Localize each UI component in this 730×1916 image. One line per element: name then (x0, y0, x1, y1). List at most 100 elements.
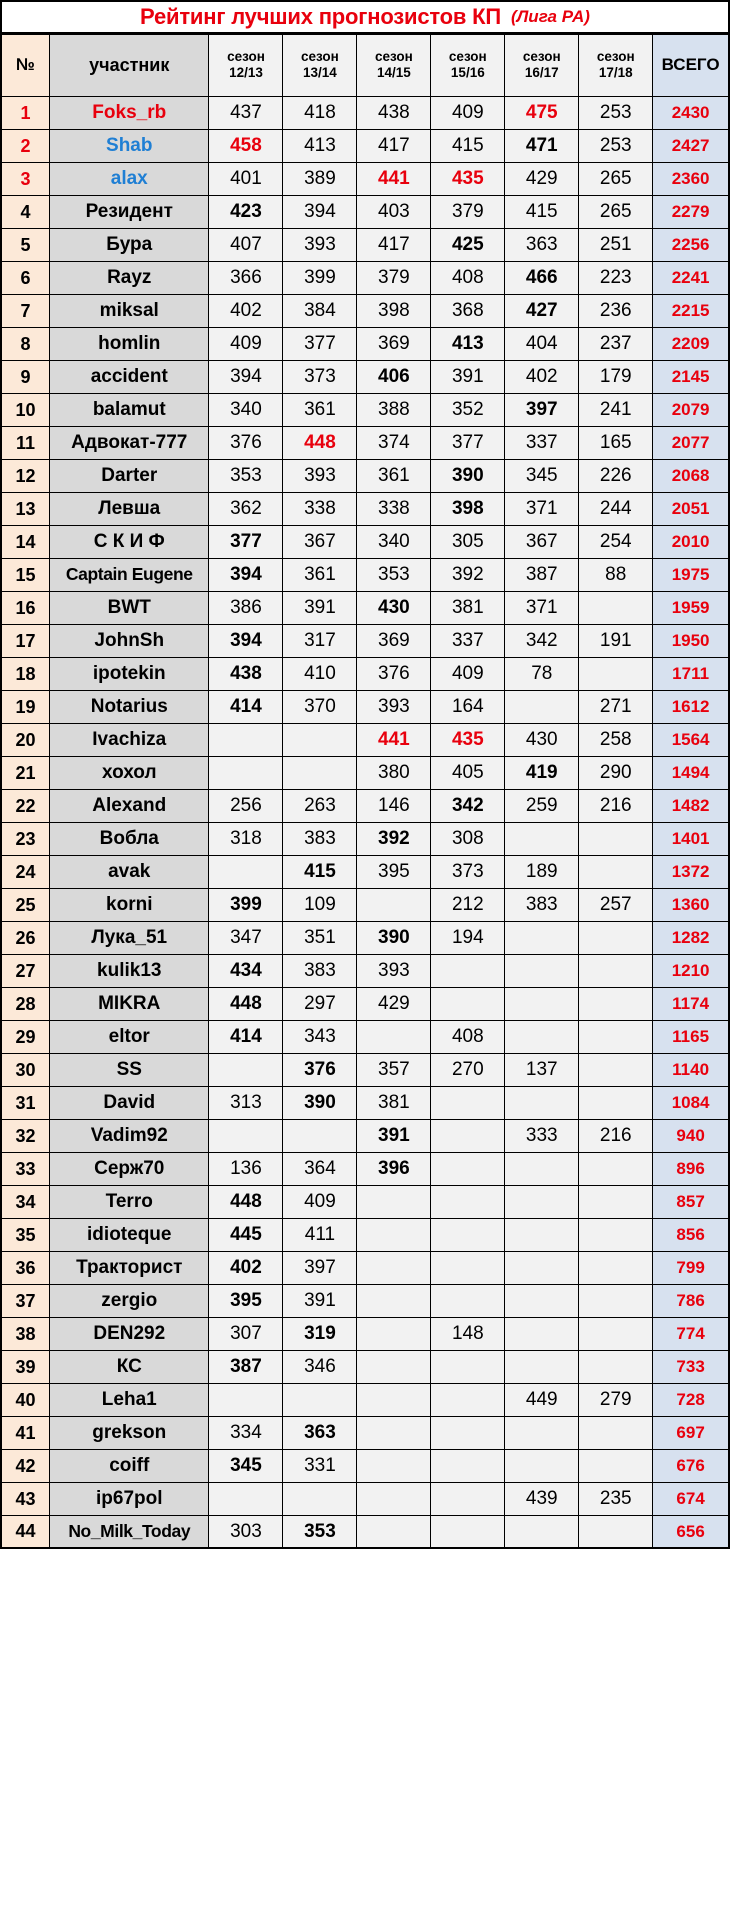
cell-season-score (504, 1019, 580, 1054)
cell-participant-name: Shab (49, 128, 210, 163)
cell-season-score: 371 (504, 491, 580, 526)
cell-season-score (430, 1382, 506, 1417)
table-row: 30 SS 376 357 270 137 1140 (0, 1052, 730, 1087)
cell-rank: 4 (0, 194, 51, 229)
cell-season-score: 417 (356, 128, 432, 163)
cell-season-score: 342 (430, 788, 506, 823)
cell-season-score: 377 (282, 326, 358, 361)
cell-participant-name: DEN292 (49, 1316, 210, 1351)
cell-season-score: 386 (208, 590, 284, 625)
cell-season-score: 395 (356, 854, 432, 889)
cell-season-score (430, 1283, 506, 1318)
cell-season-score (208, 1118, 284, 1153)
cell-season-score: 363 (282, 1415, 358, 1450)
cell-season-score (578, 1151, 654, 1186)
cell-season-score (578, 590, 654, 625)
table-row: 17 JohnSh 394 317 369 337 342 191 1950 (0, 623, 730, 658)
cell-rank: 26 (0, 920, 51, 955)
cell-season-score (578, 953, 654, 988)
cell-total-score: 1482 (652, 788, 730, 823)
cell-season-score (356, 1250, 432, 1285)
cell-rank: 40 (0, 1382, 51, 1417)
cell-season-score: 393 (356, 953, 432, 988)
table-row: 16 BWT 386 391 430 381 371 1959 (0, 590, 730, 625)
cell-season-score: 377 (430, 425, 506, 460)
cell-season-score: 408 (430, 260, 506, 295)
cell-season-score (578, 1052, 654, 1087)
cell-season-score (578, 1514, 654, 1549)
cell-total-score: 2077 (652, 425, 730, 460)
cell-season-score: 254 (578, 524, 654, 559)
cell-total-score: 676 (652, 1448, 730, 1483)
table-row: 9 accident 394 373 406 391 402 179 2145 (0, 359, 730, 394)
column-header-total: ВСЕГО (652, 33, 730, 97)
cell-participant-name: Адвокат-777 (49, 425, 210, 460)
table-row: 29 eltor 414 343 408 1165 (0, 1019, 730, 1054)
cell-season-score: 409 (430, 95, 506, 130)
cell-total-score: 786 (652, 1283, 730, 1318)
cell-total-score: 2241 (652, 260, 730, 295)
cell-season-score: 391 (430, 359, 506, 394)
table-row: 41 grekson 334 363 697 (0, 1415, 730, 1450)
cell-total-score: 1372 (652, 854, 730, 889)
cell-total-score: 896 (652, 1151, 730, 1186)
cell-total-score: 1210 (652, 953, 730, 988)
cell-season-score: 216 (578, 788, 654, 823)
cell-rank: 1 (0, 95, 51, 130)
cell-season-score: 388 (356, 392, 432, 427)
table-row: 5 Бура 407 393 417 425 363 251 2256 (0, 227, 730, 262)
cell-season-score: 376 (282, 1052, 358, 1087)
column-header-season-13-14: сезон 13/14 (282, 33, 358, 97)
cell-season-score: 441 (356, 722, 432, 757)
cell-total-score: 856 (652, 1217, 730, 1252)
cell-participant-name: Terro (49, 1184, 210, 1219)
cell-participant-name: alax (49, 161, 210, 196)
table-row: 28 MIKRA 448 297 429 1174 (0, 986, 730, 1021)
cell-rank: 23 (0, 821, 51, 856)
cell-participant-name: avak (49, 854, 210, 889)
cell-season-score: 270 (430, 1052, 506, 1087)
cell-season-score: 413 (430, 326, 506, 361)
cell-season-score: 368 (430, 293, 506, 328)
season-word: сезон (448, 49, 487, 65)
cell-participant-name: Captain Eugene (49, 557, 210, 592)
cell-season-score: 290 (578, 755, 654, 790)
cell-season-score: 417 (356, 227, 432, 262)
cell-season-score (578, 821, 654, 856)
cell-rank: 41 (0, 1415, 51, 1450)
cell-participant-name: korni (49, 887, 210, 922)
season-years: 12/13 (229, 65, 263, 81)
cell-participant-name: BWT (49, 590, 210, 625)
cell-season-score (504, 1184, 580, 1219)
cell-season-score: 391 (356, 1118, 432, 1153)
cell-season-score (504, 986, 580, 1021)
cell-season-score: 364 (282, 1151, 358, 1186)
cell-season-score (578, 1349, 654, 1384)
column-header-season-17-18: сезон 17/18 (578, 33, 654, 97)
cell-season-score: 437 (208, 95, 284, 130)
table-row: 14 С К И Ф 377 367 340 305 367 254 2010 (0, 524, 730, 559)
cell-participant-name: Лука_51 (49, 920, 210, 955)
cell-total-score: 1975 (652, 557, 730, 592)
cell-season-score (578, 1283, 654, 1318)
cell-season-score (504, 689, 580, 724)
cell-participant-name: КС (49, 1349, 210, 1384)
table-row: 7 miksal 402 384 398 368 427 236 2215 (0, 293, 730, 328)
cell-season-score: 191 (578, 623, 654, 658)
cell-season-score: 383 (282, 953, 358, 988)
cell-season-score: 271 (578, 689, 654, 724)
cell-season-score: 466 (504, 260, 580, 295)
cell-season-score: 399 (282, 260, 358, 295)
cell-rank: 13 (0, 491, 51, 526)
cell-season-score (430, 1184, 506, 1219)
cell-rank: 17 (0, 623, 51, 658)
cell-season-score (430, 1514, 506, 1549)
table-row: 33 Серж70 136 364 396 896 (0, 1151, 730, 1186)
cell-total-score: 2430 (652, 95, 730, 130)
cell-season-score (504, 1415, 580, 1450)
cell-total-score: 2051 (652, 491, 730, 526)
cell-season-score: 379 (430, 194, 506, 229)
cell-season-score: 253 (578, 128, 654, 163)
cell-season-score: 414 (208, 689, 284, 724)
cell-season-score: 448 (208, 986, 284, 1021)
